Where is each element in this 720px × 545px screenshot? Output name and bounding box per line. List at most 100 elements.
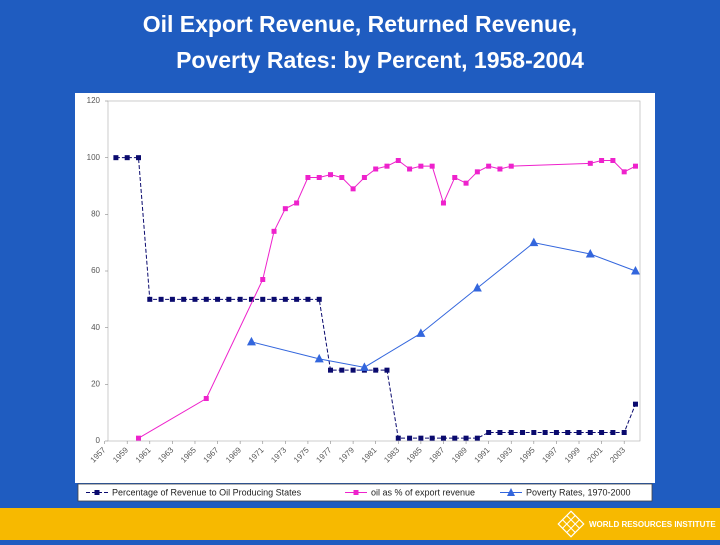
- point: [497, 430, 503, 435]
- point: [260, 277, 266, 282]
- y-tick-label: 100: [87, 153, 101, 162]
- point: [135, 435, 141, 441]
- legend-marker: [507, 488, 515, 496]
- point: [328, 172, 334, 178]
- point: [158, 296, 164, 302]
- point: [542, 430, 548, 435]
- point: [486, 163, 492, 169]
- point: [497, 166, 503, 172]
- point: [520, 430, 526, 435]
- chart-title: Oil Export Revenue, Returned Revenue,: [143, 11, 578, 37]
- point: [463, 180, 469, 186]
- point: [531, 430, 537, 435]
- point: [328, 367, 334, 373]
- point: [440, 200, 446, 206]
- point: [359, 362, 369, 371]
- point: [203, 396, 209, 401]
- point: [339, 175, 345, 180]
- point: [282, 296, 288, 302]
- point: [418, 163, 424, 169]
- point: [316, 175, 322, 180]
- point: [452, 435, 458, 441]
- point: [226, 296, 232, 302]
- point: [339, 367, 345, 373]
- point: [316, 296, 322, 302]
- point: [463, 435, 469, 441]
- point: [610, 158, 616, 163]
- chart-subtitle: Poverty Rates: by Percent, 1958-2004: [176, 47, 584, 73]
- point: [395, 435, 401, 441]
- point: [440, 435, 446, 441]
- point: [429, 163, 435, 169]
- point: [169, 296, 175, 302]
- point: [113, 155, 119, 161]
- point: [124, 155, 130, 161]
- y-tick-label: 120: [87, 96, 101, 105]
- point: [565, 430, 571, 435]
- point: [418, 435, 424, 441]
- point: [260, 296, 266, 302]
- legend-label: oil as % of export revenue: [371, 487, 475, 497]
- footer-logo: [557, 510, 585, 538]
- point: [585, 249, 595, 258]
- series-line: [251, 242, 636, 368]
- legend-label: Percentage of Revenue to Oil Producing S…: [112, 487, 302, 497]
- point: [384, 163, 390, 169]
- point: [407, 166, 413, 172]
- point: [135, 155, 141, 161]
- point: [314, 353, 324, 363]
- footer-band: [0, 508, 720, 540]
- point: [621, 430, 627, 435]
- point: [294, 200, 300, 206]
- point: [305, 296, 311, 302]
- point: [429, 435, 435, 441]
- y-tick-label: 20: [91, 379, 100, 388]
- point: [192, 296, 198, 302]
- y-tick-label: 80: [91, 209, 100, 218]
- point: [147, 296, 153, 302]
- point: [350, 186, 356, 192]
- point: [294, 296, 300, 302]
- y-tick-label: 60: [91, 266, 100, 275]
- point: [599, 430, 605, 435]
- footer-text: WORLD RESOURCES INSTITUTE: [589, 520, 716, 529]
- point: [630, 266, 640, 275]
- point: [203, 296, 209, 302]
- legend-marker: [353, 490, 359, 495]
- point: [373, 166, 379, 172]
- point: [282, 206, 288, 212]
- y-tick-label: 40: [91, 323, 100, 332]
- point: [474, 169, 480, 175]
- point: [599, 158, 605, 163]
- point: [486, 430, 492, 435]
- point: [587, 430, 593, 435]
- point: [246, 336, 256, 346]
- point: [632, 163, 638, 169]
- point: [529, 237, 539, 247]
- point: [632, 401, 638, 407]
- point: [215, 296, 221, 302]
- point: [452, 175, 458, 180]
- legend-label: Poverty Rates, 1970-2000: [526, 487, 631, 497]
- point: [395, 158, 401, 163]
- point: [373, 367, 379, 373]
- point: [271, 228, 277, 234]
- point: [587, 160, 593, 166]
- point: [508, 430, 514, 435]
- point: [384, 367, 390, 373]
- point: [576, 430, 582, 435]
- point: [181, 296, 187, 302]
- point: [621, 169, 627, 175]
- point: [248, 296, 254, 302]
- point: [472, 283, 482, 292]
- plot-area: [107, 100, 641, 442]
- point: [508, 163, 514, 169]
- point: [553, 430, 559, 435]
- legend-marker: [94, 490, 100, 495]
- y-tick-label: 0: [96, 436, 101, 445]
- point: [610, 430, 616, 435]
- point: [271, 296, 277, 302]
- point: [474, 435, 480, 441]
